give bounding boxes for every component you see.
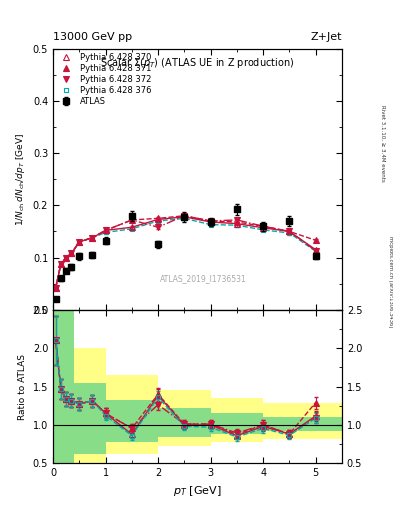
Pythia 6.428 376: [129, 226, 134, 232]
Pythia 6.428 370: [156, 217, 160, 223]
Pythia 6.428 371: [53, 285, 58, 291]
Pythia 6.428 376: [235, 222, 239, 228]
Pythia 6.428 372: [64, 254, 68, 261]
Pythia 6.428 371: [235, 219, 239, 225]
Pythia 6.428 372: [235, 217, 239, 223]
Text: Scalar $\Sigma(p_T)$ (ATLAS UE in Z production): Scalar $\Sigma(p_T)$ (ATLAS UE in Z prod…: [100, 56, 295, 71]
Pythia 6.428 370: [313, 247, 318, 253]
Pythia 6.428 376: [103, 229, 108, 236]
Pythia 6.428 372: [156, 224, 160, 230]
Pythia 6.428 370: [235, 221, 239, 227]
Pythia 6.428 376: [69, 250, 74, 257]
Pythia 6.428 370: [287, 228, 292, 234]
Pythia 6.428 371: [129, 217, 134, 223]
Pythia 6.428 371: [261, 223, 266, 229]
Pythia 6.428 372: [90, 234, 95, 241]
Pythia 6.428 370: [64, 254, 68, 261]
Line: Pythia 6.428 370: Pythia 6.428 370: [53, 214, 318, 291]
Pythia 6.428 370: [90, 234, 95, 241]
Pythia 6.428 376: [208, 222, 213, 228]
Pythia 6.428 376: [59, 261, 63, 267]
Text: Rivet 3.1.10, ≥ 3.4M events: Rivet 3.1.10, ≥ 3.4M events: [381, 105, 386, 182]
Pythia 6.428 372: [69, 250, 74, 257]
Pythia 6.428 376: [156, 218, 160, 224]
Pythia 6.428 371: [156, 215, 160, 221]
Pythia 6.428 371: [103, 227, 108, 233]
Pythia 6.428 371: [182, 212, 187, 219]
Pythia 6.428 376: [64, 254, 68, 261]
Pythia 6.428 370: [261, 225, 266, 231]
Pythia 6.428 371: [77, 239, 82, 245]
Pythia 6.428 372: [59, 261, 63, 267]
Pythia 6.428 376: [261, 227, 266, 233]
Pythia 6.428 371: [69, 250, 74, 257]
Pythia 6.428 370: [77, 239, 82, 245]
Pythia 6.428 372: [129, 217, 134, 223]
Pythia 6.428 372: [182, 212, 187, 219]
Pythia 6.428 370: [129, 224, 134, 230]
Pythia 6.428 376: [90, 234, 95, 241]
Pythia 6.428 372: [313, 248, 318, 254]
Text: 13000 GeV pp: 13000 GeV pp: [53, 32, 132, 42]
Pythia 6.428 370: [208, 219, 213, 225]
Pythia 6.428 371: [313, 237, 318, 243]
Pythia 6.428 370: [182, 214, 187, 220]
Line: Pythia 6.428 371: Pythia 6.428 371: [53, 213, 318, 291]
Y-axis label: Ratio to ATLAS: Ratio to ATLAS: [18, 354, 27, 419]
Pythia 6.428 372: [261, 223, 266, 229]
Pythia 6.428 372: [53, 285, 58, 291]
Pythia 6.428 370: [103, 227, 108, 233]
Pythia 6.428 376: [182, 215, 187, 221]
Pythia 6.428 376: [313, 248, 318, 254]
Y-axis label: $1/N_{\rm ch}\,dN_{\rm ch}/dp_T$ [GeV]: $1/N_{\rm ch}\,dN_{\rm ch}/dp_T$ [GeV]: [14, 133, 27, 226]
X-axis label: $p_T$ [GeV]: $p_T$ [GeV]: [173, 484, 222, 498]
Text: Z+Jet: Z+Jet: [310, 32, 342, 42]
Pythia 6.428 371: [59, 261, 63, 267]
Pythia 6.428 370: [69, 250, 74, 257]
Pythia 6.428 371: [287, 228, 292, 234]
Pythia 6.428 372: [208, 218, 213, 224]
Text: mcplots.cern.ch [arXiv:1306.3436]: mcplots.cern.ch [arXiv:1306.3436]: [388, 236, 393, 327]
Pythia 6.428 370: [53, 285, 58, 291]
Pythia 6.428 371: [64, 254, 68, 261]
Line: Pythia 6.428 376: Pythia 6.428 376: [53, 216, 318, 290]
Pythia 6.428 376: [77, 239, 82, 245]
Pythia 6.428 371: [90, 234, 95, 241]
Legend: Pythia 6.428 370, Pythia 6.428 371, Pythia 6.428 372, Pythia 6.428 376, ATLAS: Pythia 6.428 370, Pythia 6.428 371, Pyth…: [55, 51, 153, 108]
Pythia 6.428 372: [77, 239, 82, 245]
Pythia 6.428 371: [208, 218, 213, 224]
Text: ATLAS_2019_I1736531: ATLAS_2019_I1736531: [160, 274, 247, 283]
Pythia 6.428 376: [287, 230, 292, 236]
Pythia 6.428 370: [59, 261, 63, 267]
Pythia 6.428 372: [103, 227, 108, 233]
Pythia 6.428 376: [53, 285, 58, 291]
Line: Pythia 6.428 372: Pythia 6.428 372: [53, 213, 318, 291]
Pythia 6.428 372: [287, 228, 292, 234]
